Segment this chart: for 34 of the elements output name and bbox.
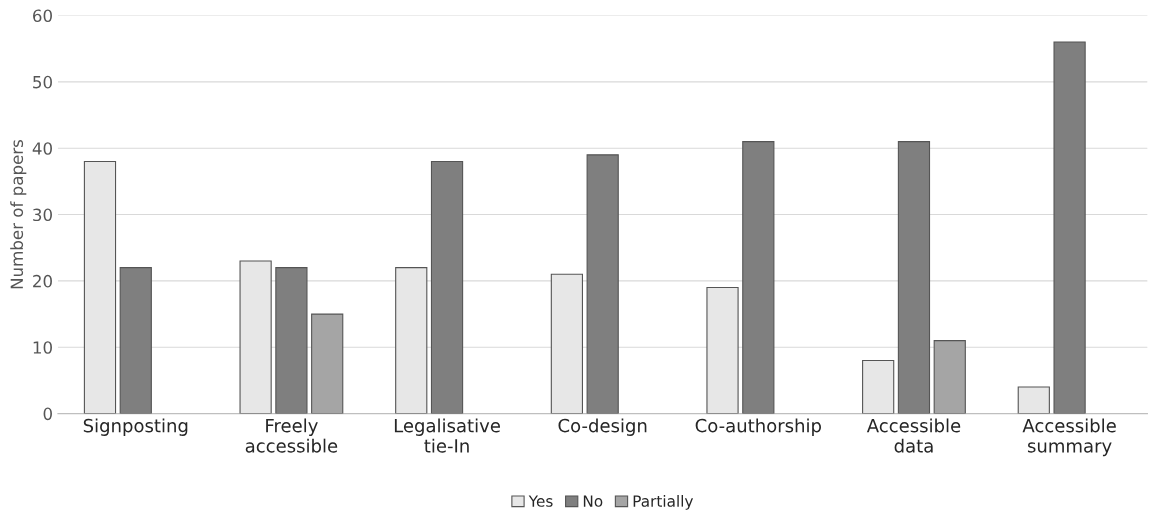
y-axis-title: Number of papers <box>10 139 27 289</box>
y-tick-label: 50 <box>33 75 52 89</box>
bar <box>742 141 775 414</box>
x-tick-label: Co-authorship <box>695 418 821 436</box>
x-tick-label: Accessible summary <box>1022 418 1116 457</box>
bar <box>430 160 464 414</box>
legend-label: Yes <box>528 495 553 507</box>
y-tick-label: 30 <box>33 208 52 222</box>
y-tick-label: 10 <box>33 341 52 354</box>
bar <box>586 154 619 414</box>
bar <box>933 340 966 414</box>
bar <box>897 141 931 414</box>
legend-label: No <box>583 495 603 507</box>
bar <box>83 160 117 414</box>
bar <box>119 267 152 414</box>
bar <box>550 273 584 414</box>
x-tick-label: Signposting <box>83 418 188 436</box>
x-tick-label: Accessible data <box>866 418 961 453</box>
bar <box>275 267 308 414</box>
y-tick-label: 40 <box>32 142 52 155</box>
x-tick-label: Freely accessible <box>245 418 338 453</box>
x-tick-label: Co-design <box>558 418 647 436</box>
bar <box>311 313 344 414</box>
bar <box>1053 41 1086 414</box>
y-tick-label: 0 <box>43 407 52 421</box>
bar <box>395 267 428 414</box>
y-tick-label: 20 <box>33 274 52 288</box>
y-tick-label: 60 <box>33 9 52 23</box>
bar <box>1017 386 1050 414</box>
legend-label: Partially <box>633 495 694 510</box>
bar <box>706 286 739 414</box>
bar <box>862 359 895 414</box>
bar <box>239 260 272 414</box>
x-tick-label: Legalisative tie-In <box>394 418 500 453</box>
